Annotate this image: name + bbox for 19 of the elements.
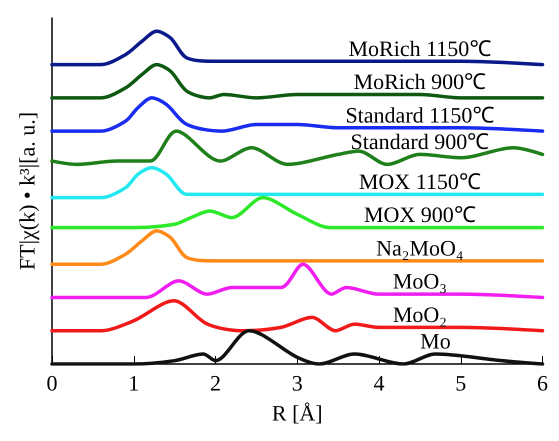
series-label: MOX 900℃ [364, 202, 476, 228]
x-tick-label: 0 [46, 370, 58, 396]
x-tick-label: 5 [455, 370, 466, 396]
x-tick-label: 3 [292, 370, 303, 396]
x-axis-title: R [Å] [272, 400, 323, 426]
series-label: Mo [420, 328, 451, 354]
series-label: MoRich 900℃ [354, 69, 486, 94]
series-label: Na₂MoO₄ [376, 235, 464, 260]
series-label: MOX 1150℃ [358, 168, 481, 194]
x-tick-label: 1 [128, 370, 140, 396]
series-label: MoO₂ [392, 302, 447, 327]
series-label: Standard 1150℃ [345, 102, 494, 128]
x-tick-label: 2 [210, 370, 221, 396]
series-label: MoO₃ [392, 268, 447, 294]
x-tick-label: 6 [537, 370, 548, 396]
x-tick-label: 4 [374, 370, 384, 396]
series-label: Standard 900℃ [350, 128, 490, 154]
series-label: MoRich 1150℃ [348, 36, 492, 61]
y-axis-title: FT|χ(k) • k³|[a. u.] [14, 112, 40, 270]
